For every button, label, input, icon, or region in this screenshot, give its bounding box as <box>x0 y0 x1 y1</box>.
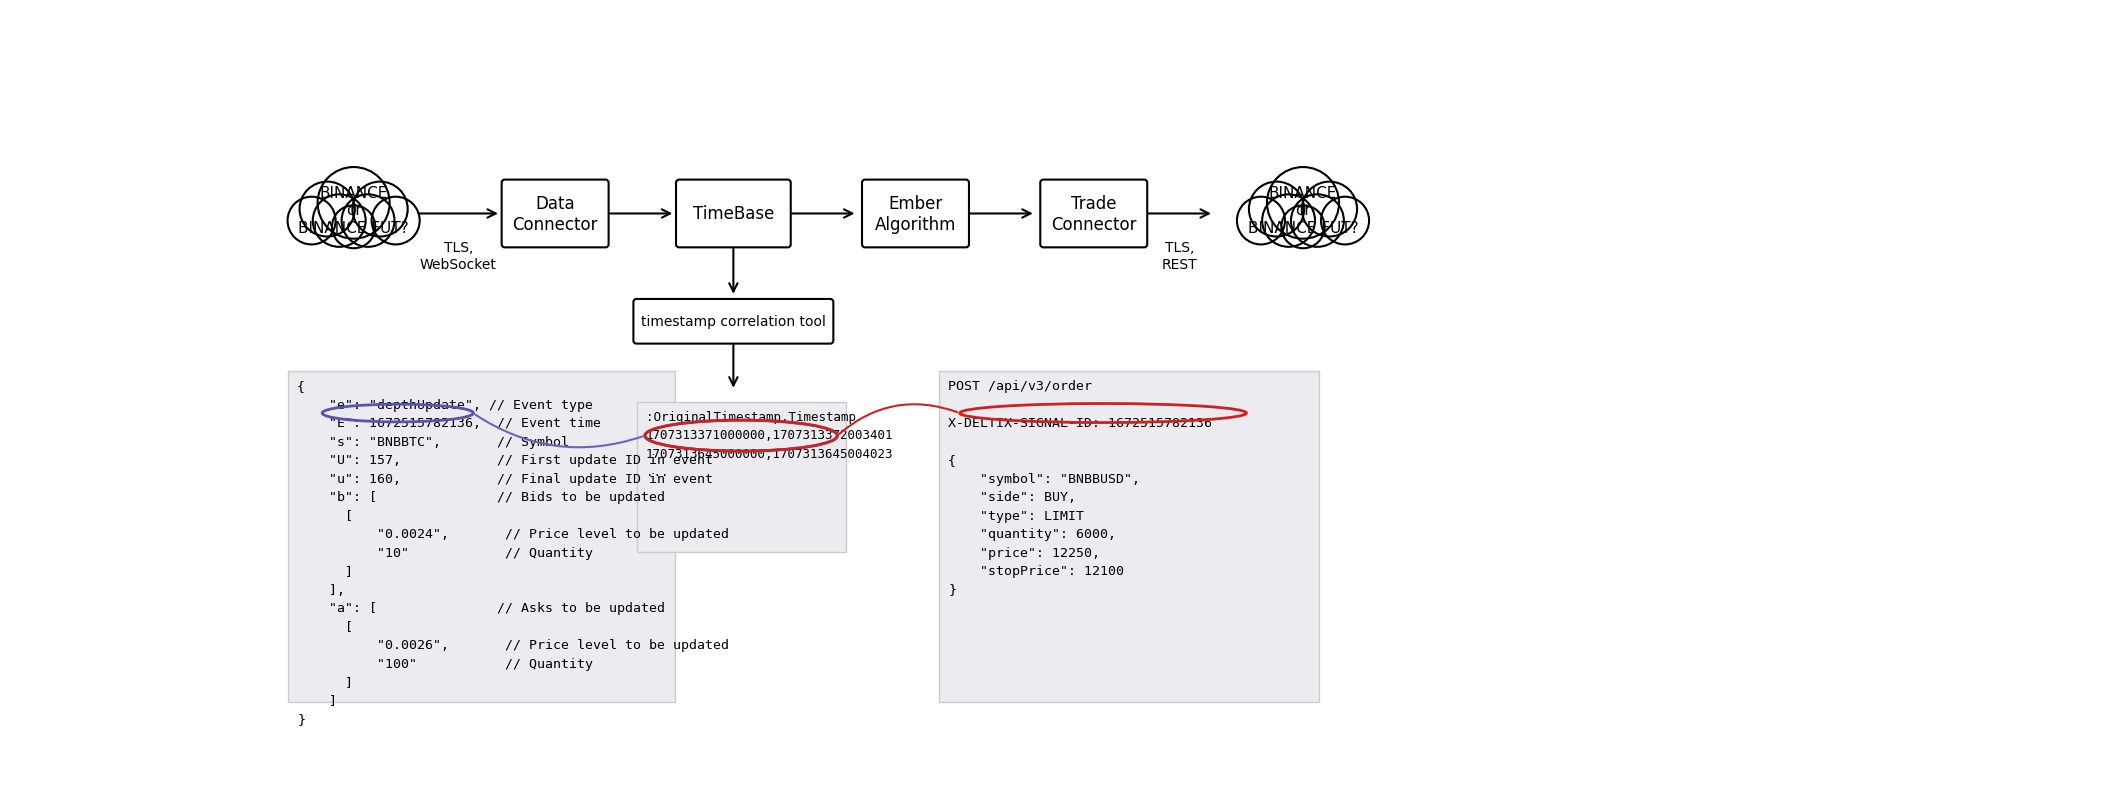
Circle shape <box>332 206 375 249</box>
Circle shape <box>300 182 355 237</box>
Text: Data
Connector: Data Connector <box>512 195 599 234</box>
Text: TLS,
WebSocket: TLS, WebSocket <box>419 241 497 272</box>
FancyBboxPatch shape <box>637 402 846 552</box>
Circle shape <box>1301 182 1356 237</box>
FancyBboxPatch shape <box>940 372 1318 702</box>
Circle shape <box>1282 206 1325 249</box>
Circle shape <box>1238 197 1284 245</box>
FancyBboxPatch shape <box>1041 180 1147 248</box>
Circle shape <box>1261 195 1314 247</box>
Circle shape <box>341 195 394 247</box>
FancyBboxPatch shape <box>675 180 791 248</box>
Circle shape <box>372 197 419 245</box>
Text: :OriginalTimestamp,Timestamp
1707313371000000,1707313372003401
1707313645000000,: :OriginalTimestamp,Timestamp 17073133710… <box>645 410 893 478</box>
Circle shape <box>353 182 408 237</box>
Circle shape <box>313 195 366 247</box>
Text: Trade
Connector: Trade Connector <box>1052 195 1136 234</box>
Text: BINANCE
or
BINANCE FUT?: BINANCE or BINANCE FUT? <box>1248 186 1358 235</box>
Text: BINANCE
or
BINANCE FUT?: BINANCE or BINANCE FUT? <box>298 186 408 235</box>
FancyBboxPatch shape <box>501 180 609 248</box>
FancyBboxPatch shape <box>861 180 969 248</box>
FancyBboxPatch shape <box>633 299 834 344</box>
Text: timestamp correlation tool: timestamp correlation tool <box>641 315 825 329</box>
Text: Ember
Algorithm: Ember Algorithm <box>874 195 956 234</box>
Circle shape <box>1320 197 1369 245</box>
Text: TLS,
REST: TLS, REST <box>1162 241 1198 272</box>
Text: POST /api/v3/order

X-DELTIX-SIGNAL-ID: 1672515782136

{
    "symbol": "BNBBUSD": POST /api/v3/order X-DELTIX-SIGNAL-ID: 1… <box>948 380 1212 596</box>
Circle shape <box>288 197 336 245</box>
Text: {
    "e": "depthUpdate", // Event type
    "E": 1672515782136,  // Event time
 : { "e": "depthUpdate", // Event type "E":… <box>296 380 730 725</box>
Circle shape <box>1267 168 1339 239</box>
Circle shape <box>1291 195 1344 247</box>
Circle shape <box>1248 182 1303 237</box>
Circle shape <box>317 168 389 239</box>
FancyBboxPatch shape <box>288 372 675 702</box>
Text: TimeBase: TimeBase <box>692 205 774 223</box>
